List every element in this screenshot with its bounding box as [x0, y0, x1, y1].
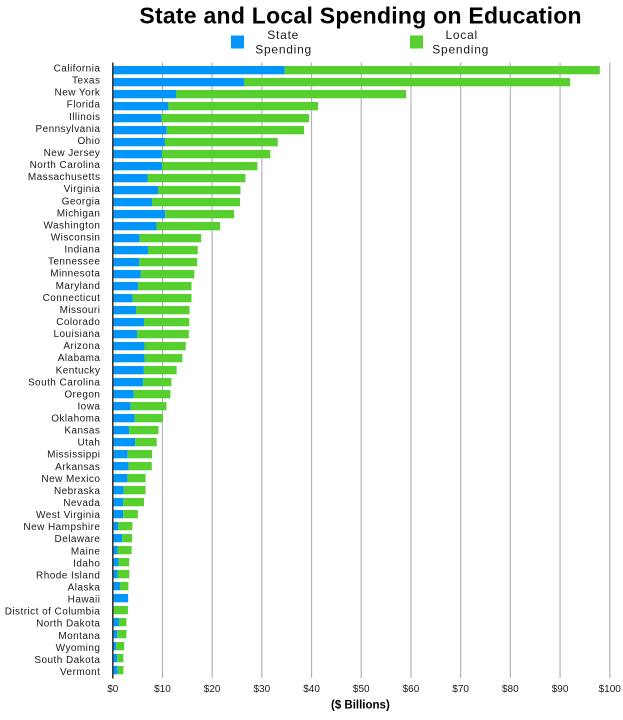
- svg-text:$60: $60: [403, 684, 420, 695]
- svg-text:Virginia: Virginia: [64, 184, 101, 195]
- svg-text:Rhode Island: Rhode Island: [36, 570, 100, 581]
- svg-text:Mississippi: Mississippi: [47, 450, 100, 461]
- svg-text:Arizona: Arizona: [63, 341, 100, 352]
- svg-text:Massachusetts: Massachusetts: [28, 172, 101, 183]
- svg-text:Colorado: Colorado: [56, 317, 100, 328]
- svg-text:Arkansas: Arkansas: [55, 462, 100, 473]
- svg-text:New Jersey: New Jersey: [44, 148, 101, 159]
- svg-text:$20: $20: [204, 684, 221, 695]
- svg-text:$50: $50: [353, 684, 370, 695]
- svg-text:$10: $10: [154, 684, 171, 695]
- svg-text:Alabama: Alabama: [58, 353, 101, 364]
- svg-text:$80: $80: [502, 684, 519, 695]
- svg-text:Wyoming: Wyoming: [56, 643, 101, 654]
- svg-text:Alaska: Alaska: [68, 583, 101, 594]
- svg-text:Georgia: Georgia: [62, 196, 101, 207]
- svg-text:Kansas: Kansas: [64, 426, 100, 437]
- svg-text:Louisiana: Louisiana: [54, 329, 101, 340]
- svg-text:$40: $40: [303, 684, 320, 695]
- svg-text:District of Columbia: District of Columbia: [5, 607, 101, 618]
- svg-text:State and Local Spending on Ed: State and Local Spending on Education: [139, 2, 581, 28]
- svg-text:$0: $0: [107, 684, 119, 695]
- svg-text:Florida: Florida: [67, 100, 101, 111]
- svg-text:Delaware: Delaware: [55, 534, 101, 545]
- svg-text:Pennsylvania: Pennsylvania: [36, 124, 101, 135]
- svg-text:New York: New York: [55, 88, 101, 99]
- svg-text:Local: Local: [445, 28, 478, 42]
- svg-text:Tennessee: Tennessee: [48, 257, 100, 268]
- svg-text:Utah: Utah: [77, 438, 100, 449]
- svg-text:Montana: Montana: [58, 631, 100, 642]
- svg-text:$90: $90: [552, 684, 569, 695]
- svg-text:South Carolina: South Carolina: [28, 377, 100, 388]
- svg-text:Wisconsin: Wisconsin: [51, 232, 101, 243]
- svg-text:Oklahoma: Oklahoma: [51, 414, 100, 425]
- svg-text:Ohio: Ohio: [77, 136, 100, 147]
- svg-text:($ Billions): ($ Billions): [331, 700, 390, 712]
- svg-text:Oregon: Oregon: [64, 389, 100, 400]
- svg-text:Indiana: Indiana: [64, 245, 100, 256]
- svg-text:Maryland: Maryland: [56, 281, 101, 292]
- svg-text:New Hampshire: New Hampshire: [23, 522, 100, 533]
- svg-text:Spending: Spending: [255, 42, 312, 56]
- svg-text:California: California: [54, 64, 101, 75]
- svg-text:Vermont: Vermont: [60, 667, 100, 678]
- svg-text:Spending: Spending: [432, 42, 489, 56]
- svg-text:Michigan: Michigan: [57, 208, 101, 219]
- svg-text:Idaho: Idaho: [73, 558, 100, 569]
- svg-text:New Mexico: New Mexico: [41, 474, 100, 485]
- svg-text:Kentucky: Kentucky: [56, 365, 101, 376]
- svg-text:Iowa: Iowa: [77, 401, 100, 412]
- svg-text:$30: $30: [254, 684, 271, 695]
- svg-text:South Dakota: South Dakota: [34, 655, 100, 666]
- svg-text:Illinois: Illinois: [69, 112, 100, 123]
- svg-text:Maine: Maine: [71, 546, 101, 557]
- svg-text:Washington: Washington: [43, 220, 100, 231]
- svg-text:Hawaii: Hawaii: [68, 595, 101, 606]
- svg-text:North Dakota: North Dakota: [36, 619, 100, 630]
- svg-text:Missouri: Missouri: [60, 305, 101, 316]
- svg-text:State: State: [267, 28, 299, 42]
- svg-text:North Carolina: North Carolina: [30, 160, 101, 171]
- svg-text:Connecticut: Connecticut: [43, 293, 101, 304]
- svg-text:Texas: Texas: [72, 76, 100, 87]
- svg-text:$70: $70: [452, 684, 469, 695]
- svg-text:Minnesota: Minnesota: [50, 269, 100, 280]
- svg-text:Nevada: Nevada: [63, 498, 100, 509]
- svg-text:West Virginia: West Virginia: [36, 510, 100, 521]
- svg-text:Nebraska: Nebraska: [54, 486, 100, 497]
- svg-text:$100: $100: [599, 684, 622, 695]
